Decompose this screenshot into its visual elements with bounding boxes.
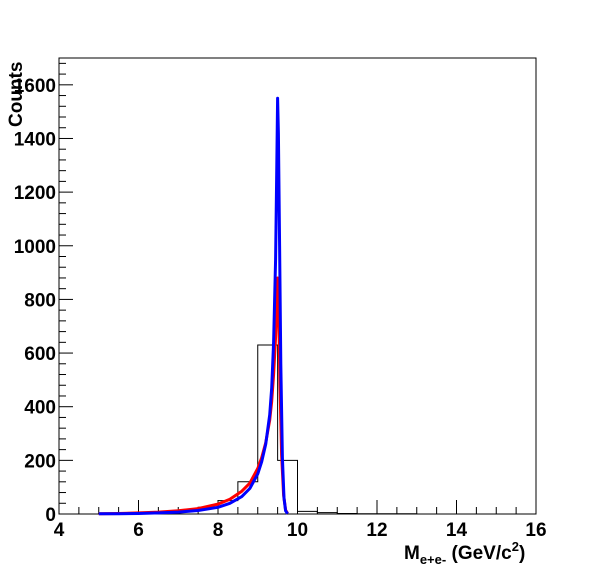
histogram-outline (98, 344, 497, 515)
y-tick-label: 400 (24, 398, 56, 419)
y-tick-labels: 0 200 400 600 800 1000 1200 1400 1600 (14, 76, 56, 526)
x-tick-label: 12 (366, 520, 387, 541)
blue-fit-curve (98, 96, 289, 516)
x-axis-title-superscript: 2 (512, 539, 519, 554)
y-tick-label: 1200 (14, 183, 56, 204)
y-tick-label: 800 (24, 290, 56, 311)
y-tick-label: 600 (24, 344, 56, 365)
y-tick-label: 0 (45, 505, 56, 526)
axis-ticks (58, 62, 537, 515)
histogram-series (98, 344, 497, 515)
red-fit-curve (98, 276, 289, 516)
x-axis-title-unit-close: ) (519, 543, 525, 564)
x-tick-label: 8 (213, 520, 224, 541)
x-axis-title-unit: (GeV/c (446, 543, 512, 564)
plot-frame (58, 57, 537, 515)
fit-curves (98, 96, 289, 516)
x-tick-label: 4 (54, 520, 65, 541)
y-tick-label: 1000 (14, 237, 56, 258)
y-axis-title: Counts (6, 62, 27, 127)
x-tick-labels: 4 6 8 10 12 14 16 (54, 520, 547, 541)
histogram-bin (278, 460, 298, 514)
x-tick-label: 16 (525, 520, 546, 541)
y-tick-label: 200 (24, 451, 56, 472)
y-tick-label: 1600 (14, 76, 56, 97)
x-axis-title-main: M (404, 543, 420, 564)
x-axis-title: Me+e- (GeV/c2) (404, 539, 525, 567)
x-axis-title-subscript: e+e- (420, 552, 446, 567)
y-tick-label: 1400 (14, 129, 56, 150)
x-tick-label: 14 (446, 520, 468, 541)
x-tick-label: 10 (287, 520, 308, 541)
x-tick-label: 6 (133, 520, 144, 541)
